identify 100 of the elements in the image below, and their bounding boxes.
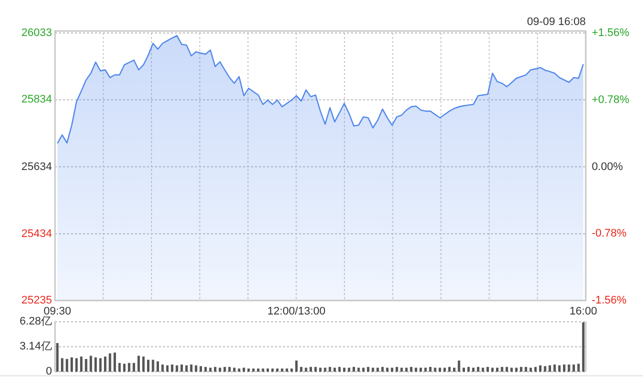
y-tick-label: 25834 <box>21 94 52 106</box>
bar <box>553 364 556 372</box>
bar <box>233 368 236 372</box>
bar <box>476 366 480 372</box>
bar <box>84 358 88 372</box>
bar <box>386 368 388 372</box>
bar <box>310 366 312 372</box>
bar <box>376 368 379 372</box>
bar <box>242 368 246 372</box>
bar <box>70 357 73 372</box>
bar <box>548 365 552 372</box>
y-tick-label: 0 <box>46 366 52 378</box>
bar <box>132 362 136 372</box>
bar <box>390 368 394 372</box>
bar <box>558 365 561 372</box>
y2-tick-label: +0.78% <box>592 94 630 106</box>
bar <box>257 368 260 372</box>
bar <box>343 368 346 372</box>
bar <box>156 361 159 372</box>
x-tick-label: 16:00 <box>570 306 598 318</box>
bar <box>362 368 365 372</box>
bar <box>137 356 140 372</box>
bar <box>434 368 436 372</box>
bar <box>496 368 498 372</box>
bar <box>472 368 475 372</box>
bar <box>524 366 528 372</box>
bar <box>405 368 408 372</box>
bar <box>276 368 279 372</box>
bar <box>104 356 106 372</box>
y2-tick-label: +1.56% <box>592 27 630 39</box>
bar <box>238 368 240 372</box>
bar <box>482 368 484 372</box>
bar <box>266 368 269 372</box>
bar <box>462 368 465 372</box>
bar <box>123 364 126 372</box>
bar <box>366 366 370 372</box>
bar <box>372 368 374 372</box>
y-tick-label: 25434 <box>21 228 52 240</box>
bar <box>60 358 64 372</box>
y-tick-label: 25634 <box>21 160 52 173</box>
y2-tick-label: 0.00% <box>592 160 624 173</box>
bar <box>224 366 226 372</box>
bar <box>295 360 298 372</box>
bar <box>506 366 508 372</box>
bar <box>530 368 532 372</box>
bar <box>520 366 522 372</box>
bar <box>333 368 336 372</box>
bar <box>400 368 403 372</box>
bar <box>99 358 102 372</box>
bar <box>486 366 489 372</box>
bar <box>170 364 174 372</box>
bar <box>214 366 216 372</box>
bar <box>80 356 82 372</box>
bar <box>247 368 250 372</box>
bar <box>56 343 59 372</box>
bar <box>352 366 356 372</box>
bar <box>176 365 178 372</box>
bar <box>252 368 255 372</box>
bar <box>286 368 288 372</box>
bar <box>539 365 542 372</box>
y-tick-label: 3.14亿 <box>20 340 52 353</box>
bar <box>357 368 360 372</box>
bar <box>319 368 322 372</box>
y-tick-label: 26033 <box>21 27 52 39</box>
bar <box>128 362 130 372</box>
bar <box>515 368 518 372</box>
bar <box>324 368 326 372</box>
bar <box>200 366 202 372</box>
text: 09-09 16:08 <box>526 16 586 28</box>
y2-tick-label: -0.78% <box>592 228 627 240</box>
bar <box>396 366 398 372</box>
bar <box>90 356 92 372</box>
bar <box>300 366 302 372</box>
y-tick-label: 25235 <box>21 294 52 306</box>
bar <box>410 366 412 372</box>
y2-tick-label: -1.56% <box>592 294 627 306</box>
bar <box>572 364 575 372</box>
bar <box>280 368 284 372</box>
bar <box>190 364 192 372</box>
bar <box>180 364 183 372</box>
x-tick-label: 09:30 <box>44 306 72 318</box>
bar <box>438 368 442 372</box>
bar <box>161 364 164 372</box>
bar <box>209 368 212 372</box>
bar <box>114 352 116 372</box>
bar <box>314 366 317 372</box>
bar <box>147 360 150 372</box>
bar <box>420 368 422 372</box>
bar <box>544 366 546 372</box>
bar <box>510 368 513 372</box>
bar <box>429 366 432 372</box>
bar <box>204 366 207 372</box>
bar <box>328 366 332 372</box>
bar <box>290 368 293 372</box>
bar <box>166 365 169 372</box>
x-tick-label: 12:00/13:00 <box>267 306 326 318</box>
bar <box>562 364 566 372</box>
bar <box>94 357 97 372</box>
bar <box>448 366 451 372</box>
y-tick-label: 6.28亿 <box>20 316 52 328</box>
